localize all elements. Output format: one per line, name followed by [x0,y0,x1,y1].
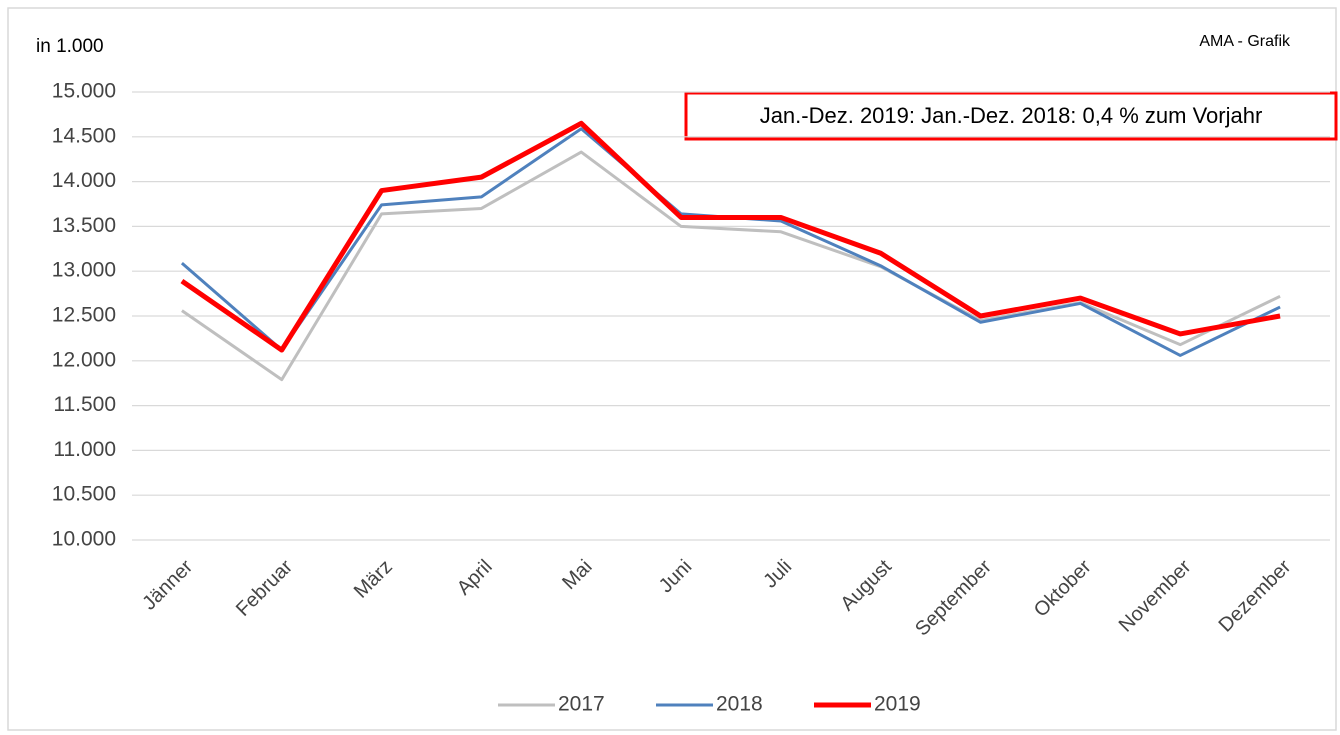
legend-label: 2019 [874,693,921,716]
annotation: Jan.-Dez. 2019: Jan.-Dez. 2018: 0,4 % zu… [760,103,1263,128]
y-tick-label: 12.000 [52,348,116,371]
y-tick-label: 10.000 [52,528,116,551]
series-line [180,120,1281,353]
y-tick-label: 11.000 [53,438,116,461]
source-label: AMA - Grafik [1199,33,1291,50]
annotation-box [684,91,1338,141]
legend-label: 2017 [558,693,605,716]
y-tick-label: 15.000 [52,80,116,103]
y-tick-label: 10.500 [52,483,116,506]
series-line [181,150,1281,382]
y-tick-label: 13.500 [52,214,116,237]
y-tick-label: 11.500 [53,393,116,416]
y-tick-label: 14.000 [52,169,116,192]
y-tick-label: 14.500 [52,124,116,147]
legend-label: 2018 [716,693,763,716]
y-tick-label: 13.000 [52,259,116,282]
y-tick-label: 12.500 [52,304,116,327]
unit-label: in 1.000 [36,36,104,57]
